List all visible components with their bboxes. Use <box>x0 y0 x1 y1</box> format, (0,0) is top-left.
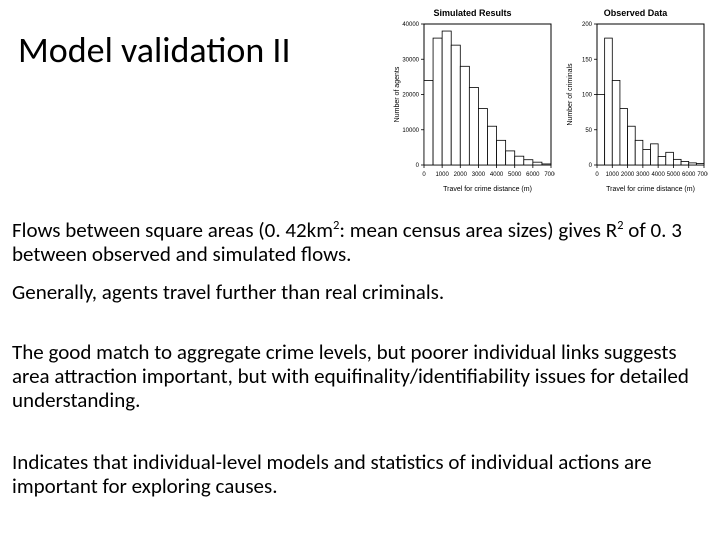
svg-text:0: 0 <box>589 163 593 169</box>
p1-part-a: Flows between square areas (0. 42km <box>12 217 333 243</box>
svg-text:7000: 7000 <box>544 172 555 178</box>
p1-part-b: : mean census area sizes) gives R <box>339 217 617 243</box>
chart-observed-svg: 0 1000200030004000500060007000 0 50 100 150 20… <box>563 20 708 195</box>
svg-text:4000: 4000 <box>651 172 665 178</box>
chart-simulated: Simulated Results 0 1000 2000 3000 4000 5000 6… <box>390 8 555 195</box>
svg-text:10000: 10000 <box>402 128 419 134</box>
svg-text:Travel for crime distance (m): Travel for crime distance (m) <box>606 186 695 193</box>
svg-text:5000: 5000 <box>508 172 522 178</box>
svg-text:2000: 2000 <box>621 172 635 178</box>
svg-text:0: 0 <box>595 172 599 178</box>
svg-text:6000: 6000 <box>682 172 696 178</box>
svg-text:40000: 40000 <box>402 22 419 28</box>
svg-text:20000: 20000 <box>402 93 419 99</box>
svg-text:150: 150 <box>582 57 593 63</box>
svg-text:1000: 1000 <box>435 172 449 178</box>
paragraph-flows: Flows between square areas (0. 42km2: me… <box>12 218 708 266</box>
svg-text:30000: 30000 <box>402 57 419 63</box>
svg-text:Number of agents: Number of agents <box>394 66 401 122</box>
svg-text:3000: 3000 <box>472 172 486 178</box>
paragraph-indicates: Indicates that individual-level models a… <box>12 450 708 498</box>
svg-text:3000: 3000 <box>636 172 650 178</box>
slide-title: Model validation II <box>18 28 291 72</box>
paragraph-generally: Generally, agents travel further than re… <box>12 280 708 304</box>
svg-text:0: 0 <box>422 172 426 178</box>
svg-text:7000: 7000 <box>697 172 708 178</box>
svg-text:0: 0 <box>416 163 420 169</box>
svg-text:1000: 1000 <box>606 172 620 178</box>
svg-text:2000: 2000 <box>454 172 468 178</box>
svg-text:6000: 6000 <box>526 172 540 178</box>
svg-text:100: 100 <box>582 93 593 99</box>
svg-text:Number of criminals: Number of criminals <box>567 63 574 126</box>
svg-text:Travel for crime distance (m): Travel for crime distance (m) <box>443 186 532 193</box>
paragraph-good-match: The good match to aggregate crime levels… <box>12 340 708 412</box>
svg-text:200: 200 <box>582 22 593 28</box>
svg-text:50: 50 <box>585 128 592 134</box>
chart-simulated-title: Simulated Results <box>433 8 511 18</box>
svg-text:5000: 5000 <box>667 172 681 178</box>
chart-observed: Observed Data 01000200030004000500060007… <box>563 8 708 195</box>
svg-text:4000: 4000 <box>490 172 504 178</box>
chart-simulated-svg: 0 1000 2000 3000 4000 5000 6000 7000 0 10000 20000… <box>390 20 555 195</box>
chart-observed-title: Observed Data <box>604 8 668 18</box>
charts-container: Simulated Results 0100020003000400050006… <box>390 8 708 195</box>
